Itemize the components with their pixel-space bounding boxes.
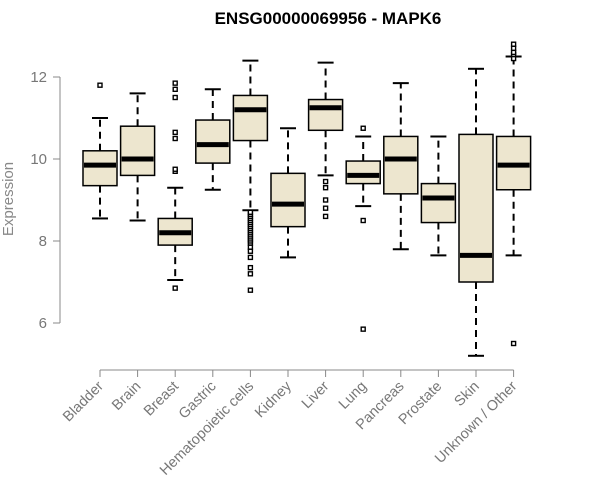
box-group [270,127,306,259]
outlier-point [247,209,254,216]
outlier-point [322,178,329,185]
box-group [345,125,381,332]
box-group [82,82,118,220]
outlier-point [322,213,329,220]
outlier-point [322,184,329,191]
box-group [157,80,193,291]
x-category-label: Breast [141,379,182,420]
box-group [420,135,457,257]
outlier-point [172,80,178,86]
iqr-box [119,125,156,177]
outlier-point [322,205,329,211]
outlier-point [510,49,517,56]
iqr-box [232,94,269,142]
box-group [307,61,344,220]
outlier-point [172,129,178,136]
outlier-point [360,217,366,224]
y-tick-label: 6 [39,315,47,332]
box-group [232,59,269,293]
outlier-point [322,197,329,203]
y-axis-label: Expression [0,162,17,236]
box-group [458,67,494,357]
x-category-label: Lung [336,379,370,413]
outlier-point [247,287,254,293]
outlier-point [247,264,254,271]
x-category-label: Liver [299,378,333,412]
box-group [195,88,231,191]
iqr-box [307,98,344,132]
outlier-point [360,125,366,131]
outlier-point [172,135,178,142]
iqr-box [458,133,494,283]
x-category-label: Brain [109,379,144,414]
outlier-point [247,248,254,254]
iqr-box [383,135,419,195]
chart-title: ENSG00000069956 - MAPK6 [215,9,442,28]
y-tick-label: 10 [30,151,47,168]
outlier-point [97,82,103,88]
iqr-box [195,119,231,164]
iqr-box [270,172,306,228]
outlier-point [172,285,178,291]
outlier-point [510,340,517,347]
outlier-point [172,86,178,93]
outlier-point [172,94,178,101]
x-category-label: Bladder [60,378,107,425]
outlier-point [247,254,254,261]
x-category-label: Kidney [252,378,295,421]
iqr-box [82,150,118,187]
box-group [383,82,419,251]
outlier-point [172,166,178,172]
outlier-point [247,271,254,277]
iqr-box [420,182,457,224]
y-tick-label: 8 [39,233,47,250]
box-group [119,92,156,222]
outlier-point [510,41,517,47]
outlier-point [360,326,366,332]
x-category-label: Skin [452,379,483,410]
y-tick-label: 12 [30,69,47,86]
box-group [495,41,532,347]
iqr-box [345,160,381,185]
